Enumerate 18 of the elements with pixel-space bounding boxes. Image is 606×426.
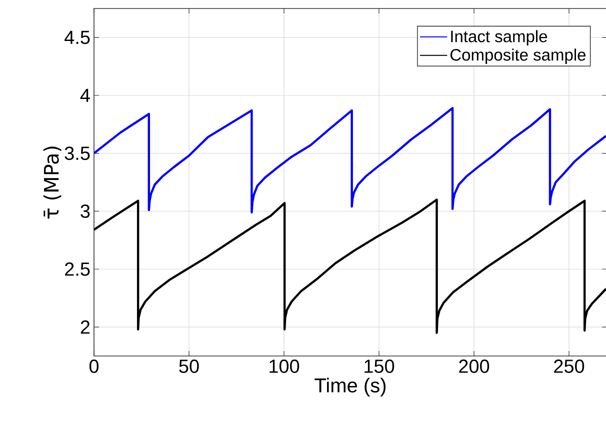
x-tick-label: 200 [459, 360, 490, 373]
x-tick-label: 100 [270, 360, 300, 373]
y-tick-label: 3 [80, 204, 90, 218]
x-tick-label: 150 [364, 360, 394, 373]
legend-label: Intact sample [451, 30, 548, 46]
line-series [94, 107, 606, 214]
x-axis-title: Time (s) [314, 378, 386, 396]
line-series [94, 198, 606, 334]
y-axis-title: τ̄ (MPa) [43, 146, 62, 219]
y-tick-label: 4 [80, 88, 90, 102]
y-tick-label: 4.5 [64, 30, 90, 44]
legend-label: Composite sample [450, 48, 586, 64]
y-tick-label: 3.5 [64, 146, 90, 160]
x-tick-label: 0 [89, 360, 99, 373]
y-tick-label: 2.5 [65, 262, 90, 276]
x-tick-label: 50 [179, 360, 199, 373]
x-tick-label: 250 [554, 360, 584, 373]
y-tick-label: 2 [80, 320, 90, 334]
